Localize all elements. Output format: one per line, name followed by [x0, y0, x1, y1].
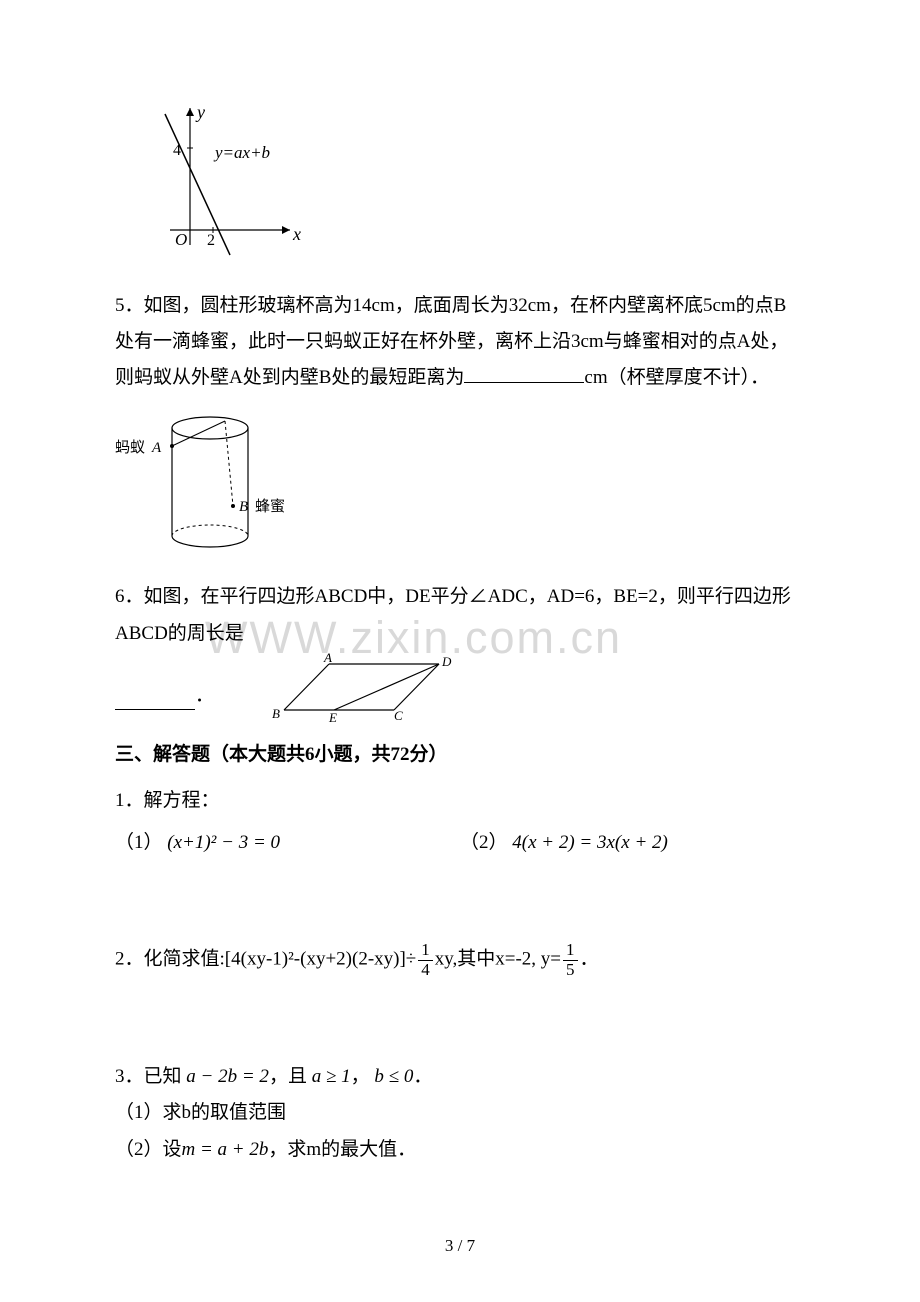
x-axis-label: x	[292, 224, 301, 244]
p1-sub1-eq: (x+1)² − 3 = 0	[167, 832, 280, 853]
section-3-title: 三、解答题（本大题共6小题，共72分）	[115, 737, 805, 773]
cylinder-svg: 蚂蚁 A B 蜂蜜	[115, 406, 305, 556]
p2-text-c: ．	[580, 948, 599, 969]
q5-blank	[464, 382, 584, 383]
q6-blank	[115, 709, 195, 710]
p1-label: 解方程：	[144, 790, 220, 811]
ant-label: 蚂蚁	[115, 439, 145, 456]
p3-sub2-eq: m = a + 2b	[182, 1139, 269, 1160]
q6-text-a: 如图，在平行四边形ABCD中，DE平分∠ADC，AD=6，BE=2，则平行四边形…	[115, 586, 791, 643]
vertex-a: A	[323, 652, 332, 665]
p3-main: 已知	[144, 1066, 182, 1087]
point-b-label: B	[239, 499, 248, 515]
y-intercept-label: 4	[173, 142, 181, 159]
q6-text-b: ．	[195, 678, 214, 714]
p2-text-a: 化简求值:[4(xy-1)²-(xy+2)(2-xy)]÷	[144, 948, 417, 969]
q6-number: 6．	[115, 586, 144, 607]
problem-3-sub1: （1）求b的取值范围	[115, 1095, 805, 1131]
p3-sub2-b: ，求m的最大值．	[268, 1139, 416, 1160]
vertex-d: D	[441, 654, 452, 669]
p1-sub1-label: （1）	[115, 832, 163, 853]
x-intercept-label: 2	[207, 232, 215, 249]
problem-3-sub2: （2）设m = a + 2b，求m的最大值．	[115, 1132, 805, 1168]
origin-label: O	[175, 230, 187, 249]
page-footer: 3 / 7	[0, 1230, 920, 1262]
line-graph-svg: y x O 4 2 y=ax+b	[135, 100, 305, 260]
line-graph-y-ax-b: y x O 4 2 y=ax+b	[135, 100, 805, 273]
p2-number: 2．	[115, 948, 144, 969]
p2-text-b: xy,其中x=-2, y=	[435, 948, 561, 969]
point-a-label: A	[151, 440, 162, 456]
q5-number: 5．	[115, 295, 144, 316]
line-equation-label: y=ax+b	[213, 143, 270, 162]
p3-sep: ，且	[269, 1066, 307, 1087]
problem-1-subs: （1） (x+1)² − 3 = 0 （2） 4(x + 2) = 3x(x +…	[115, 825, 805, 861]
y-axis-label: y	[195, 102, 205, 122]
problem-1: 1．解方程：	[115, 783, 805, 819]
question-6: 6．如图，在平行四边形ABCD中，DE平分∠ADC，AD=6，BE=2，则平行四…	[115, 579, 805, 721]
p3-number: 3．	[115, 1066, 144, 1087]
honey-label: 蜂蜜	[255, 498, 285, 515]
vertex-b: B	[272, 706, 280, 721]
problem-2: 2．化简求值:[4(xy-1)²-(xy+2)(2-xy)]÷14xy,其中x=…	[115, 941, 805, 979]
vertex-e: E	[328, 710, 337, 722]
frac-1-4: 14	[418, 941, 433, 979]
parallelogram-svg: A D B C E	[264, 652, 464, 722]
cylinder-figure: 蚂蚁 A B 蜂蜜	[115, 406, 805, 569]
p1-number: 1．	[115, 790, 144, 811]
p3-cond2: a ≥ 1	[312, 1066, 351, 1087]
vertex-c: C	[394, 708, 403, 722]
p1-sub2-label: （2）	[460, 832, 508, 853]
p3-cond3: b ≤ 0	[374, 1066, 413, 1087]
frac-1-5: 15	[563, 941, 578, 979]
p3-sub2-a: （2）设	[115, 1139, 182, 1160]
p3-cond1: a − 2b = 2	[186, 1066, 269, 1087]
p3-end: ．	[413, 1066, 432, 1087]
problem-3: 3．已知 a − 2b = 2，且 a ≥ 1， b ≤ 0．	[115, 1059, 805, 1095]
p1-sub2-eq: 4(x + 2) = 3x(x + 2)	[512, 832, 668, 853]
q5-text-b: cm（杯壁厚度不计）．	[584, 367, 769, 388]
question-5: 5．如图，圆柱形玻璃杯高为14cm，底面周长为32cm，在杯内壁离杯底5cm的点…	[115, 288, 805, 396]
